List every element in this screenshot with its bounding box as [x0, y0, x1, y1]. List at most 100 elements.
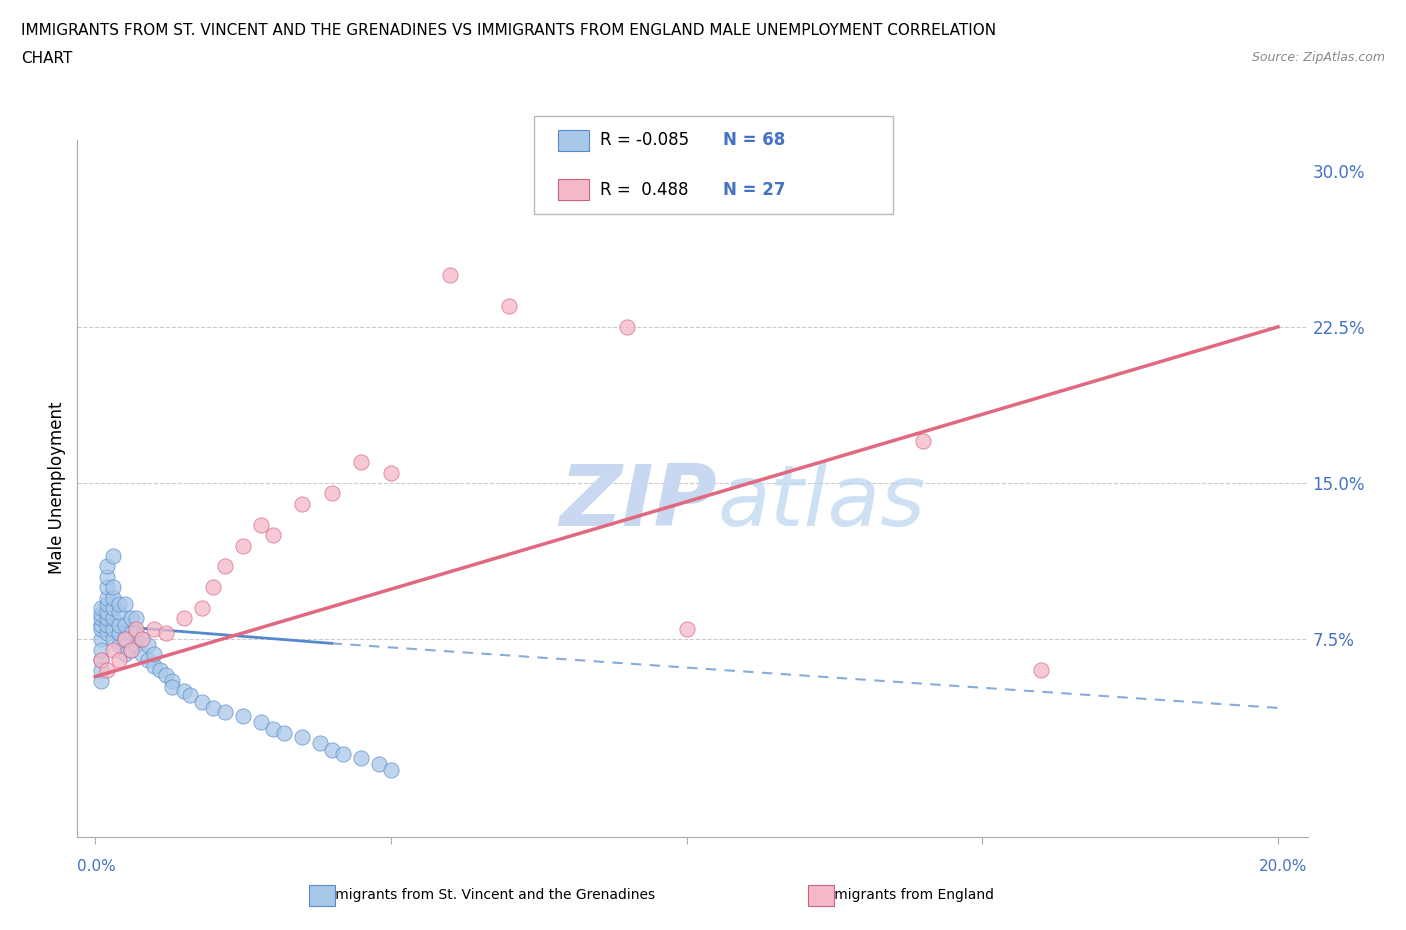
- Text: 20.0%: 20.0%: [1260, 859, 1308, 874]
- Point: [143, 658, 166, 673]
- Point: [131, 646, 153, 661]
- Point: [149, 663, 172, 678]
- Point: [107, 604, 129, 619]
- Point: [96, 604, 118, 619]
- Point: [262, 722, 284, 737]
- Point: [101, 621, 124, 636]
- Point: [107, 626, 129, 641]
- Point: [179, 688, 201, 703]
- Point: [101, 591, 124, 605]
- Point: [114, 618, 136, 632]
- Point: [380, 763, 402, 777]
- Point: [101, 643, 124, 658]
- Point: [155, 667, 177, 682]
- Point: [125, 638, 148, 653]
- Point: [90, 621, 112, 636]
- Point: [90, 601, 112, 616]
- Point: [249, 715, 271, 730]
- Point: [120, 611, 142, 626]
- Point: [101, 601, 124, 616]
- Text: N = 27: N = 27: [723, 180, 785, 199]
- Text: R =  0.488: R = 0.488: [600, 180, 689, 199]
- Point: [160, 673, 183, 688]
- Point: [114, 631, 136, 646]
- Point: [273, 725, 295, 740]
- Point: [321, 742, 343, 757]
- Point: [675, 621, 697, 636]
- Point: [107, 618, 129, 632]
- Point: [101, 549, 124, 564]
- Point: [96, 618, 118, 632]
- Point: [96, 569, 118, 584]
- Text: Immigrants from England: Immigrants from England: [808, 887, 994, 902]
- Point: [380, 465, 402, 480]
- Point: [120, 626, 142, 641]
- Point: [291, 497, 314, 512]
- Point: [125, 611, 148, 626]
- Point: [143, 621, 166, 636]
- Text: IMMIGRANTS FROM ST. VINCENT AND THE GRENADINES VS IMMIGRANTS FROM ENGLAND MALE U: IMMIGRANTS FROM ST. VINCENT AND THE GREN…: [21, 23, 997, 38]
- Y-axis label: Male Unemployment: Male Unemployment: [48, 402, 66, 575]
- Point: [90, 653, 112, 668]
- Text: R = -0.085: R = -0.085: [600, 131, 689, 150]
- Point: [249, 517, 271, 532]
- Text: N = 68: N = 68: [723, 131, 785, 150]
- Point: [173, 684, 195, 698]
- Point: [190, 601, 212, 616]
- Point: [291, 730, 314, 745]
- Point: [101, 579, 124, 594]
- Point: [96, 559, 118, 574]
- Point: [143, 646, 166, 661]
- Point: [350, 455, 373, 470]
- Point: [125, 626, 148, 641]
- Point: [101, 631, 124, 646]
- Point: [90, 631, 112, 646]
- Point: [90, 606, 112, 621]
- Text: ZIP: ZIP: [560, 460, 717, 544]
- Point: [96, 596, 118, 611]
- Point: [90, 673, 112, 688]
- Point: [308, 736, 330, 751]
- Point: [202, 700, 225, 715]
- Point: [136, 638, 159, 653]
- Point: [120, 643, 142, 658]
- Point: [90, 611, 112, 626]
- Point: [498, 299, 520, 313]
- Point: [1031, 663, 1053, 678]
- Point: [120, 643, 142, 658]
- Point: [350, 751, 373, 765]
- Text: atlas: atlas: [717, 460, 925, 544]
- Text: 0.0%: 0.0%: [77, 859, 117, 874]
- Point: [131, 631, 153, 646]
- Point: [131, 631, 153, 646]
- Point: [232, 709, 254, 724]
- Point: [101, 611, 124, 626]
- Point: [262, 527, 284, 542]
- Text: Immigrants from St. Vincent and the Grenadines: Immigrants from St. Vincent and the Gren…: [309, 887, 655, 902]
- Point: [232, 538, 254, 553]
- Point: [114, 631, 136, 646]
- Point: [321, 486, 343, 501]
- Point: [155, 626, 177, 641]
- Point: [368, 757, 391, 772]
- Point: [214, 559, 236, 574]
- Point: [202, 579, 225, 594]
- Point: [616, 319, 638, 334]
- Point: [114, 596, 136, 611]
- Point: [96, 579, 118, 594]
- Point: [439, 268, 461, 283]
- Point: [90, 663, 112, 678]
- Point: [90, 643, 112, 658]
- Point: [190, 694, 212, 709]
- Point: [90, 653, 112, 668]
- Point: [136, 653, 159, 668]
- Point: [107, 596, 129, 611]
- Point: [125, 621, 148, 636]
- Point: [114, 646, 136, 661]
- Text: Source: ZipAtlas.com: Source: ZipAtlas.com: [1251, 51, 1385, 64]
- Point: [160, 680, 183, 695]
- Point: [96, 591, 118, 605]
- Point: [96, 611, 118, 626]
- Text: CHART: CHART: [21, 51, 73, 66]
- Point: [96, 626, 118, 641]
